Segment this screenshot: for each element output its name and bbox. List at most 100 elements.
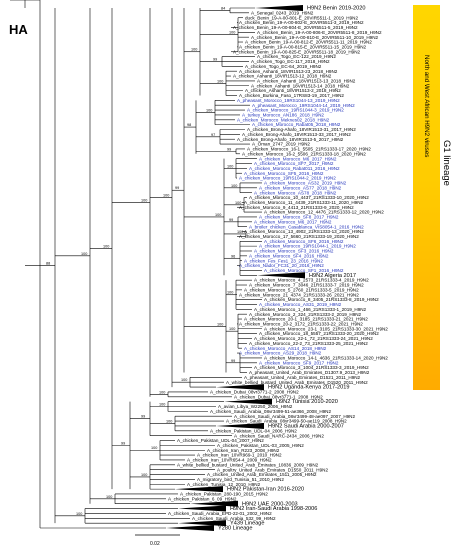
tip-label: A_chicken_Fes_Fes1_23_2016_H9N2 bbox=[244, 258, 323, 263]
tip-label: A_pheasant_United_Arab_Emirates_D1521_20… bbox=[244, 375, 361, 380]
bootstrap-value: 99 bbox=[141, 415, 145, 419]
tip-label: A_chicken_Iran_10VR654-4_2009_H9N2 bbox=[187, 458, 272, 463]
bootstrap-value: 100 bbox=[191, 48, 197, 52]
bootstrap-value: 99 bbox=[121, 441, 125, 445]
tip-label: A_chicken_Morocco_18_5557_21RS1333-20_20… bbox=[259, 331, 379, 336]
tip-label: A_chicken_Morocco_AS77_2018_H9N2 bbox=[259, 185, 342, 190]
tip-label: A_chicken_Morocco_11_4439_21RS1333-11_20… bbox=[244, 200, 364, 205]
bootstrap-value: 84 bbox=[221, 6, 225, 10]
tip-label: A_chicken_Morocco_8_3405_21RS1333-8_2019… bbox=[264, 297, 379, 302]
bootstrap-value: 100 bbox=[229, 31, 235, 35]
tip-label: A_chicken_Benin_19-A-00-806-E_20VIR5511-… bbox=[257, 30, 382, 35]
collapsed-clade-triangle bbox=[190, 500, 238, 507]
tip-label: A_chicken_Brong-Ahafo_18VIR1513-5_2017_H… bbox=[237, 137, 344, 142]
bootstrap-value: 100 bbox=[231, 184, 237, 188]
bootstrap-value: 100 bbox=[81, 252, 87, 256]
tip-label: A_pheasant_Morocco_19RS1044-13_2019_H9N2 bbox=[237, 98, 340, 103]
collapsed-clade-triangle bbox=[216, 422, 264, 429]
tip-label: A_chicken_Morocco_SF5_2016_H9N2 bbox=[244, 171, 324, 176]
collapsed-clade-triangle bbox=[257, 272, 305, 279]
tip-label: H9N2 Iran-Saudi Arabia 1998-2006 bbox=[230, 506, 317, 512]
bootstrap-value: 100 bbox=[206, 108, 212, 112]
tip-label: A_chicken_Saudi_Arabia_08vr3499-48-ae097… bbox=[234, 414, 356, 419]
tip-label: A_chicken_Ashanti_18VIR1513-14_2018_H9N2 bbox=[251, 83, 350, 88]
tip-label: A_chicken_Morocco_AS78_2018_H9N2 bbox=[254, 190, 337, 195]
tip-label: A_poultry_United_Arab_Emirates_D1550_201… bbox=[217, 467, 328, 472]
tip-label: A_chicken_Iran_R223_2008_H9N2 bbox=[207, 448, 280, 453]
tip-label: A_pheasant_Morocco_19RS1044-14_2019_H9N2 bbox=[252, 103, 355, 108]
tip-label: A_chicken_Dubai_08vr3771-2_2008_H9N2 bbox=[210, 390, 299, 395]
tip-label: A_chicken_United_Arab_Emirates_1511_2005… bbox=[207, 472, 317, 477]
tip-label: A_chicken_Pakistan_6_09_H9N2 bbox=[168, 496, 237, 501]
tip-label: A_chicken_Saudi_Arabia_08vr3499-50-ae119… bbox=[226, 419, 347, 424]
tip-label: A_chicken_Morocco_7_3046_21RS1333-7_2019… bbox=[249, 283, 364, 288]
tip-label: A_chicken_Morocco_9_4413_21RS1333-9_2020… bbox=[239, 205, 354, 210]
tip-label: A_chicken_Morocco_10_4437_21RS1333-10_20… bbox=[249, 195, 369, 200]
tip-label: A_chicken_Saudi_Arabia_532_99_H9N2 bbox=[192, 516, 276, 521]
collapsed-clade-triangle bbox=[175, 486, 223, 493]
tip-label: A_white_bellied_bustard_United_Arab_Emir… bbox=[226, 380, 368, 385]
tip-label: A_chicken_Benin_19-A-00-810-E_20VIR5511-… bbox=[251, 35, 379, 40]
tip-label: A_chicken_Morocco_SF1_2016_H9N2 bbox=[264, 268, 344, 273]
collapsed-clade-triangle bbox=[178, 505, 226, 512]
collapsed-clade-triangle bbox=[224, 398, 272, 405]
tip-label: A_Senegal_0243_2019_H9N2 bbox=[251, 10, 314, 15]
tip-label: A_chicken_Ashanti_18VIR1513-2_2018_H9N2 bbox=[245, 88, 341, 93]
tip-label: A_chicken_Benin_19-A-00-825-E_20VIR5511-… bbox=[233, 49, 361, 54]
collapsed-clade-triangle bbox=[178, 520, 226, 527]
tip-label: H9N2 Algeria 2017 bbox=[309, 273, 356, 279]
tip-label: H9N2 Tunisia 2010-2020 bbox=[276, 399, 338, 405]
bootstrap-value: 100 bbox=[235, 201, 241, 205]
tip-label: A_chicken_Morocco_3_1004_21RS1333-3_2019… bbox=[254, 365, 369, 370]
tip-label: A_chicken_Saudi_Arabia_EPD-22-01_2002_H9… bbox=[168, 511, 272, 516]
tip-label: A_chicken_Morocco_M6_2017_H9N2 bbox=[254, 219, 332, 224]
tip-label: A_chicken_Morocco_21_4374_21RS1333-26_20… bbox=[239, 292, 359, 297]
bootstrap-value: 100 bbox=[76, 512, 82, 516]
tip-label: A_chicken_Morocco_Rabat011_2016_H9N2 bbox=[249, 166, 340, 171]
tip-label: A_Oman_2747_2019_H9N2 bbox=[252, 142, 310, 147]
tip-label: A_chicken_Morocco_SF7_2017_H9N2 bbox=[254, 161, 334, 166]
tip-label: A_chicken_Morocco_1_466_21RS1333-1_2019_… bbox=[254, 307, 367, 312]
tip-label: A_chicken_Morocco_AS31_2019_H9N2 bbox=[259, 302, 342, 307]
scale-bar-label: 0.02 bbox=[150, 541, 160, 547]
tip-label: A_pheasant_United_Arab_Emirates_D1307.9_… bbox=[249, 370, 370, 375]
tip-label: H9N2 Uganda-Kenya 2017-2019 bbox=[268, 385, 349, 391]
tip-label: H9N2 Saudi Arabia 2000-2007 bbox=[268, 424, 344, 430]
bootstrap-value: 100 bbox=[141, 198, 147, 202]
tip-label: A_chicken_Morocco_14-1_4636_21RS1333-14_… bbox=[264, 356, 388, 361]
tip-label: A_chicken_Morocco_AS14_2018_H9N2 bbox=[244, 346, 327, 351]
bootstrap-value: 100 bbox=[151, 446, 157, 450]
tip-label: A_chicken_Morocco_17_5660_21RS1333-19_20… bbox=[239, 234, 359, 239]
bootstrap-value: 99 bbox=[175, 186, 179, 190]
tip-label: A_chicken_Morocco_SF9_2017_H9N2 bbox=[259, 360, 339, 365]
tip-label: A_chicken_Morocco_16-2_5506_21RS1333-18_… bbox=[242, 151, 366, 156]
tip-label: A_chicken_Morocco_Rabat05_2018_H9N2 bbox=[252, 122, 341, 127]
tip-label: A_chicken_Morocco_5_2760_21RS1333-5_2019… bbox=[244, 287, 359, 292]
tip-label: A_chicken_Brong-Ahafo_18VIR1513-31_2017_… bbox=[247, 127, 356, 132]
tip-label: A_chicken_Morocco_20-2_3172_21RS1333-22_… bbox=[239, 321, 363, 326]
tip-label: H9N2 UAE 2000-2003 bbox=[242, 501, 298, 507]
tip-label: A_broiler_chicken_Casablanca_VIS8054-1_2… bbox=[249, 224, 364, 229]
tip-label: A_chicken_Dubai_08vr3771-1_2008_H9N2 bbox=[234, 394, 323, 399]
tip-label: A_chicken_Morocco_22-1_72_21RS1333-24_20… bbox=[254, 336, 373, 341]
bootstrap-value: 100 bbox=[227, 291, 233, 295]
tip-label: A_chicken_Morocco_M6_2017_H9N2 bbox=[259, 156, 337, 161]
tip-label: A_chicken_Morocco_SF6_2016_H9N2 bbox=[264, 239, 344, 244]
tip-label: A_turkey_Morocco_AN186_2018_H9N2 bbox=[242, 113, 324, 118]
bootstrap-value: 99 bbox=[231, 359, 235, 363]
bootstrap-value: 100 bbox=[141, 473, 147, 477]
bootstrap-value: 99 bbox=[229, 218, 233, 222]
tip-label: A_chicken_Morocco_4_2573_21RS1333-4_2019… bbox=[254, 278, 369, 283]
bootstrap-value: 100 bbox=[166, 420, 172, 424]
tip-label: Y280 Lineage bbox=[218, 526, 253, 532]
tip-label: A_white_bellied_bustard_United_Arab_Emir… bbox=[177, 462, 319, 467]
collapsed-clade-triangle bbox=[216, 384, 264, 391]
tip-label: A_chicken_Morocco_AS32_2019_H9N2 bbox=[264, 181, 347, 186]
tip-label: duck_Benin_19-A-00-801-E_20VIR5511-1_201… bbox=[245, 15, 358, 20]
bootstrap-value: 97 bbox=[211, 133, 215, 137]
collapsed-clade-triangle bbox=[255, 5, 303, 11]
tip-label: A_chicken_Brong-Ahafo_18VIR1513-33_2017_… bbox=[242, 132, 351, 137]
tip-label: A_chicken_Morocco_16-1_5505_21RS1333-17_… bbox=[247, 147, 371, 152]
bootstrap-value: 100 bbox=[229, 327, 235, 331]
